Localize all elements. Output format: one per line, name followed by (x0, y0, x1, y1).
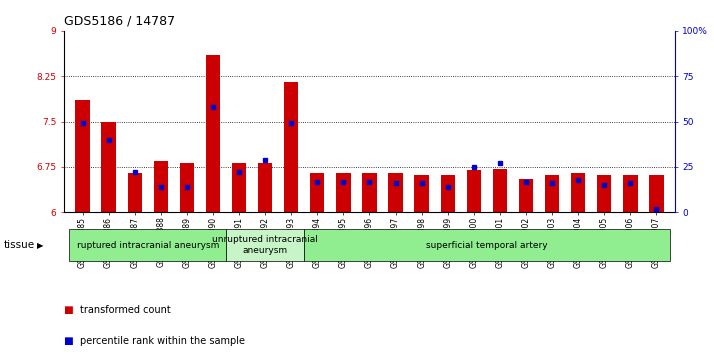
Text: ■: ■ (64, 336, 77, 346)
Bar (571, 173, 585, 212)
Bar (69, 229, 226, 261)
Bar (415, 175, 429, 212)
Bar (467, 170, 481, 212)
Bar (226, 229, 304, 261)
Bar (232, 163, 246, 212)
Bar (258, 163, 272, 212)
Bar (388, 173, 403, 212)
Text: superficial temporal artery: superficial temporal artery (426, 241, 548, 249)
Bar (362, 173, 377, 212)
Bar (649, 175, 663, 212)
Text: tissue: tissue (4, 240, 35, 250)
Bar (101, 122, 116, 212)
Text: ■: ■ (64, 305, 77, 315)
Bar (310, 173, 324, 212)
Bar (441, 175, 455, 212)
Bar (304, 229, 670, 261)
Text: percentile rank within the sample: percentile rank within the sample (80, 336, 245, 346)
Bar (623, 175, 638, 212)
Text: ruptured intracranial aneurysm: ruptured intracranial aneurysm (76, 241, 219, 249)
Bar (545, 175, 559, 212)
Bar (284, 82, 298, 212)
Bar (336, 173, 351, 212)
Text: unruptured intracranial
aneurysm: unruptured intracranial aneurysm (212, 235, 318, 255)
Bar (128, 173, 142, 212)
Text: GDS5186 / 14787: GDS5186 / 14787 (64, 15, 176, 28)
Bar (206, 55, 220, 212)
Bar (76, 101, 90, 212)
Text: transformed count: transformed count (80, 305, 171, 315)
Bar (493, 169, 507, 212)
Text: ▶: ▶ (37, 241, 44, 249)
Bar (519, 179, 533, 212)
Bar (597, 175, 611, 212)
Bar (180, 163, 194, 212)
Bar (154, 161, 168, 212)
